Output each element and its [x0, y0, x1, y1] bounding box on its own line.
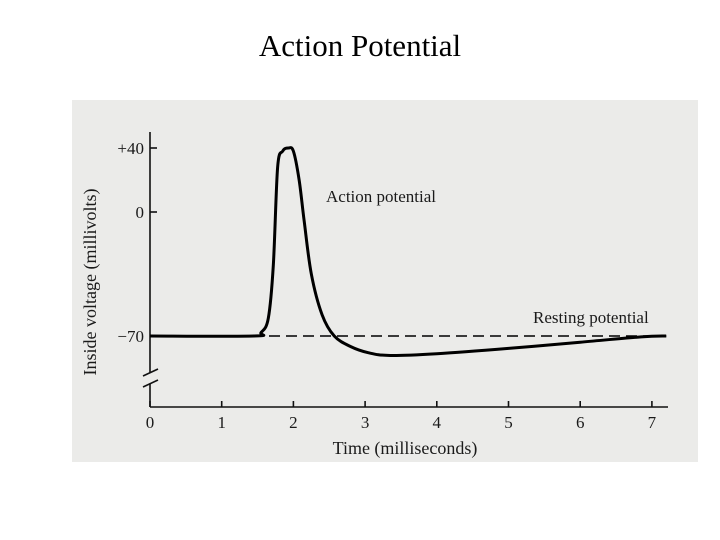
- x-tick-label: 2: [289, 413, 298, 432]
- x-tick-label: 6: [576, 413, 585, 432]
- y-tick-label: −70: [117, 327, 144, 346]
- slide-title: Action Potential: [258, 28, 462, 63]
- annotation-action-potential: Action potential: [326, 187, 436, 206]
- axis-break-mark: [142, 379, 159, 388]
- x-axis-label: Time (milliseconds): [333, 438, 478, 459]
- action-potential-curve: [149, 146, 667, 358]
- x-tick-label: 4: [433, 413, 442, 432]
- x-tick-label: 3: [361, 413, 370, 432]
- chart-background: [72, 100, 698, 462]
- x-tick-label: 5: [504, 413, 513, 432]
- y-tick-label: 0: [136, 203, 145, 222]
- x-tick-label: 7: [648, 413, 657, 432]
- annotation-resting-potential: Resting potential: [533, 308, 649, 327]
- y-axis-label: Inside voltage (millivolts): [80, 189, 101, 376]
- x-tick-label: 1: [217, 413, 226, 432]
- y-tick-label: +40: [117, 139, 144, 158]
- axis-break-mark: [142, 368, 159, 377]
- x-tick-label: 0: [146, 413, 155, 432]
